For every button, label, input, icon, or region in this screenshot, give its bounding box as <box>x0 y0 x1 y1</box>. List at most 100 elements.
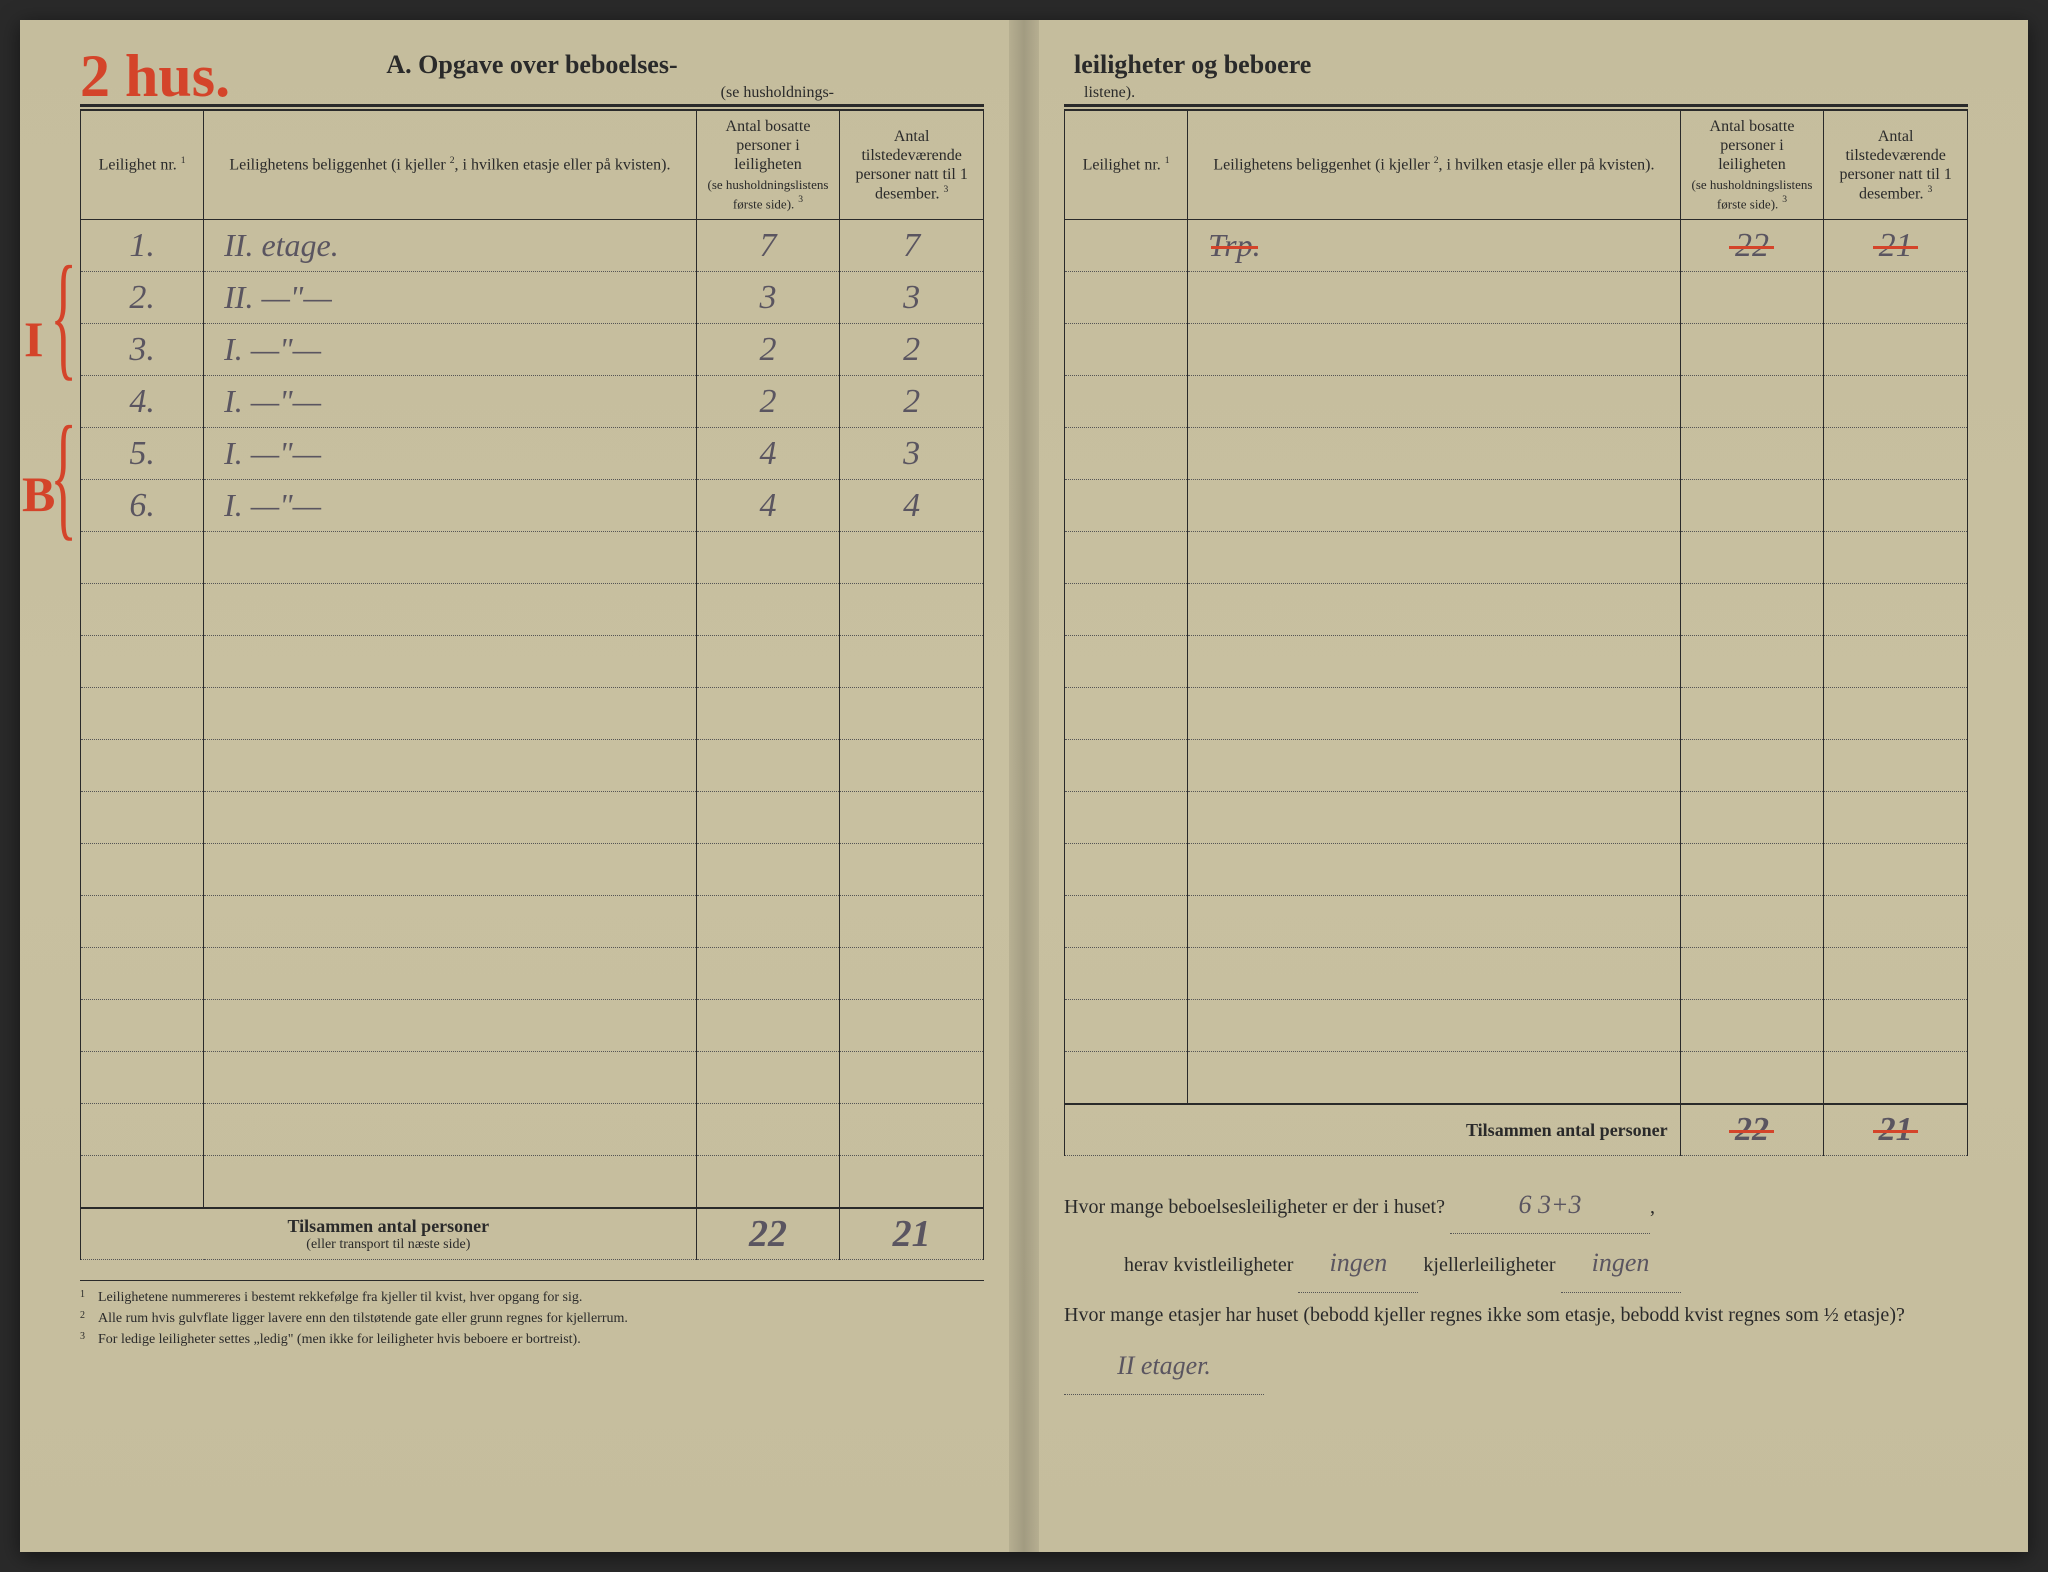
col-nr-r: Leilighet nr. 1 <box>1065 111 1188 220</box>
footnote: 1Leilighetene nummereres i bestemt rekke… <box>80 1287 984 1308</box>
footnotes: 1Leilighetene nummereres i bestemt rekke… <box>80 1280 984 1350</box>
table-row: 2.II. —"—33 <box>81 272 984 324</box>
cell-bos: 7 <box>696 220 840 272</box>
cell-til: 21 <box>1824 220 1968 272</box>
red-brace-top: { <box>50 260 77 372</box>
table-row: 3.I. —"—22 <box>81 324 984 376</box>
table-row-blank <box>81 896 984 948</box>
table-row-blank <box>1065 740 1968 792</box>
question-2: herav kvistleiligheter ingen kjellerleil… <box>1064 1234 1968 1292</box>
table-row-blank <box>1065 428 1968 480</box>
cell-nr: 1. <box>81 220 204 272</box>
cell-nr: 5. <box>81 428 204 480</box>
left-page: 2 hus. A. Opgave over beboelses- (se hus… <box>20 20 1024 1552</box>
table-row-blank <box>81 1052 984 1104</box>
right-totals-label: Tilsammen antal personer <box>1065 1104 1681 1156</box>
table-row-blank <box>1065 844 1968 896</box>
table-row-blank <box>1065 272 1968 324</box>
table-row-blank <box>81 688 984 740</box>
table-row-blank <box>1065 376 1968 428</box>
cell-bos: 3 <box>696 272 840 324</box>
left-total-bos: 22 <box>696 1208 840 1260</box>
table-row-blank <box>1065 636 1968 688</box>
table-row-blank <box>1065 948 1968 1000</box>
right-total-til: 21 <box>1824 1104 1968 1156</box>
col-tilstede-r: Antal tilstedeværende personer natt til … <box>1824 111 1968 220</box>
table-row-blank <box>81 1104 984 1156</box>
cell-loc: I. —"— <box>204 324 697 376</box>
table-row-blank <box>1065 792 1968 844</box>
table-row: 1.II. etage.77 <box>81 220 984 272</box>
red-annotation-top: 2 hus. <box>80 42 230 111</box>
col-loc: Leilighetens beliggenhet (i kjeller 2, i… <box>204 111 697 220</box>
cell-nr: 4. <box>81 376 204 428</box>
cell-til: 7 <box>840 220 984 272</box>
right-total-bos: 22 <box>1680 1104 1824 1156</box>
right-totals-row: Tilsammen antal personer 22 21 <box>1065 1104 1968 1156</box>
right-table: Leilighet nr. 1 Leilighetens beliggenhet… <box>1064 110 1968 1156</box>
table-row-blank <box>81 948 984 1000</box>
cell-nr: 2. <box>81 272 204 324</box>
table-row-blank <box>1065 532 1968 584</box>
left-table: Leilighet nr. 1 Leilighetens beliggenhet… <box>80 110 984 1260</box>
cell-bos: 2 <box>696 376 840 428</box>
cell-nr: 3. <box>81 324 204 376</box>
table-row-blank <box>1065 480 1968 532</box>
questions-block: Hvor mange beboelsesleiligheter er der i… <box>1064 1176 1968 1395</box>
red-margin-I: I <box>24 310 43 368</box>
cell-til: 4 <box>840 480 984 532</box>
right-title: leiligheter og beboere <box>1064 50 1968 80</box>
cell-loc: I. —"— <box>204 480 697 532</box>
cell-bos: 22 <box>1680 220 1824 272</box>
left-totals-label: Tilsammen antal personer (eller transpor… <box>81 1208 697 1260</box>
cell-til: 2 <box>840 324 984 376</box>
table-row-blank <box>1065 896 1968 948</box>
cell-bos: 4 <box>696 428 840 480</box>
left-totals-row: Tilsammen antal personer (eller transpor… <box>81 1208 984 1260</box>
cell-loc: I. —"— <box>204 428 697 480</box>
col-loc-r: Leilighetens beliggenhet (i kjeller 2, i… <box>1188 111 1681 220</box>
table-row-blank <box>81 584 984 636</box>
cell-nr <box>1065 220 1188 272</box>
document-spread: 2 hus. A. Opgave over beboelses- (se hus… <box>20 20 2028 1552</box>
cell-loc: II. etage. <box>204 220 697 272</box>
cell-loc: I. —"— <box>204 376 697 428</box>
cell-til: 2 <box>840 376 984 428</box>
footnote: 2Alle rum hvis gulvflate ligger lavere e… <box>80 1308 984 1329</box>
table-row-blank <box>81 740 984 792</box>
right-subtitle: listene). <box>1064 84 1968 102</box>
cell-nr: 6. <box>81 480 204 532</box>
table-row-blank <box>81 1156 984 1208</box>
table-row: 6.I. —"—44 <box>81 480 984 532</box>
cell-bos: 4 <box>696 480 840 532</box>
cell-til: 3 <box>840 272 984 324</box>
col-tilstede: Antal tilstedeværende personer natt til … <box>840 111 984 220</box>
col-nr: Leilighet nr. 1 <box>81 111 204 220</box>
cell-loc: II. —"— <box>204 272 697 324</box>
question-1: Hvor mange beboelsesleiligheter er der i… <box>1064 1176 1968 1234</box>
red-brace-bottom: { <box>50 420 77 532</box>
right-page: leiligheter og beboere listene). Leiligh… <box>1024 20 2028 1552</box>
table-row-blank <box>1065 688 1968 740</box>
table-row: Trp.2221 <box>1065 220 1968 272</box>
table-row-blank <box>1065 1052 1968 1104</box>
cell-til: 3 <box>840 428 984 480</box>
page-gutter <box>1009 20 1039 1552</box>
table-row-blank <box>81 1000 984 1052</box>
table-row-blank <box>1065 584 1968 636</box>
col-bosatte: Antal bosatte personer i leiligheten(se … <box>696 111 840 220</box>
table-row-blank <box>81 636 984 688</box>
col-bosatte-r: Antal bosatte personer i leiligheten(se … <box>1680 111 1824 220</box>
question-3: Hvor mange etasjer har huset (bebodd kje… <box>1064 1293 1968 1395</box>
table-row-blank <box>1065 1000 1968 1052</box>
table-row: 5.I. —"—43 <box>81 428 984 480</box>
table-row-blank <box>81 532 984 584</box>
table-row-blank <box>81 792 984 844</box>
cell-bos: 2 <box>696 324 840 376</box>
footnote: 3For ledige leiligheter settes „ledig" (… <box>80 1329 984 1350</box>
cell-loc: Trp. <box>1188 220 1681 272</box>
left-total-til: 21 <box>840 1208 984 1260</box>
table-row-blank <box>1065 324 1968 376</box>
table-row: 4.I. —"—22 <box>81 376 984 428</box>
table-row-blank <box>81 844 984 896</box>
